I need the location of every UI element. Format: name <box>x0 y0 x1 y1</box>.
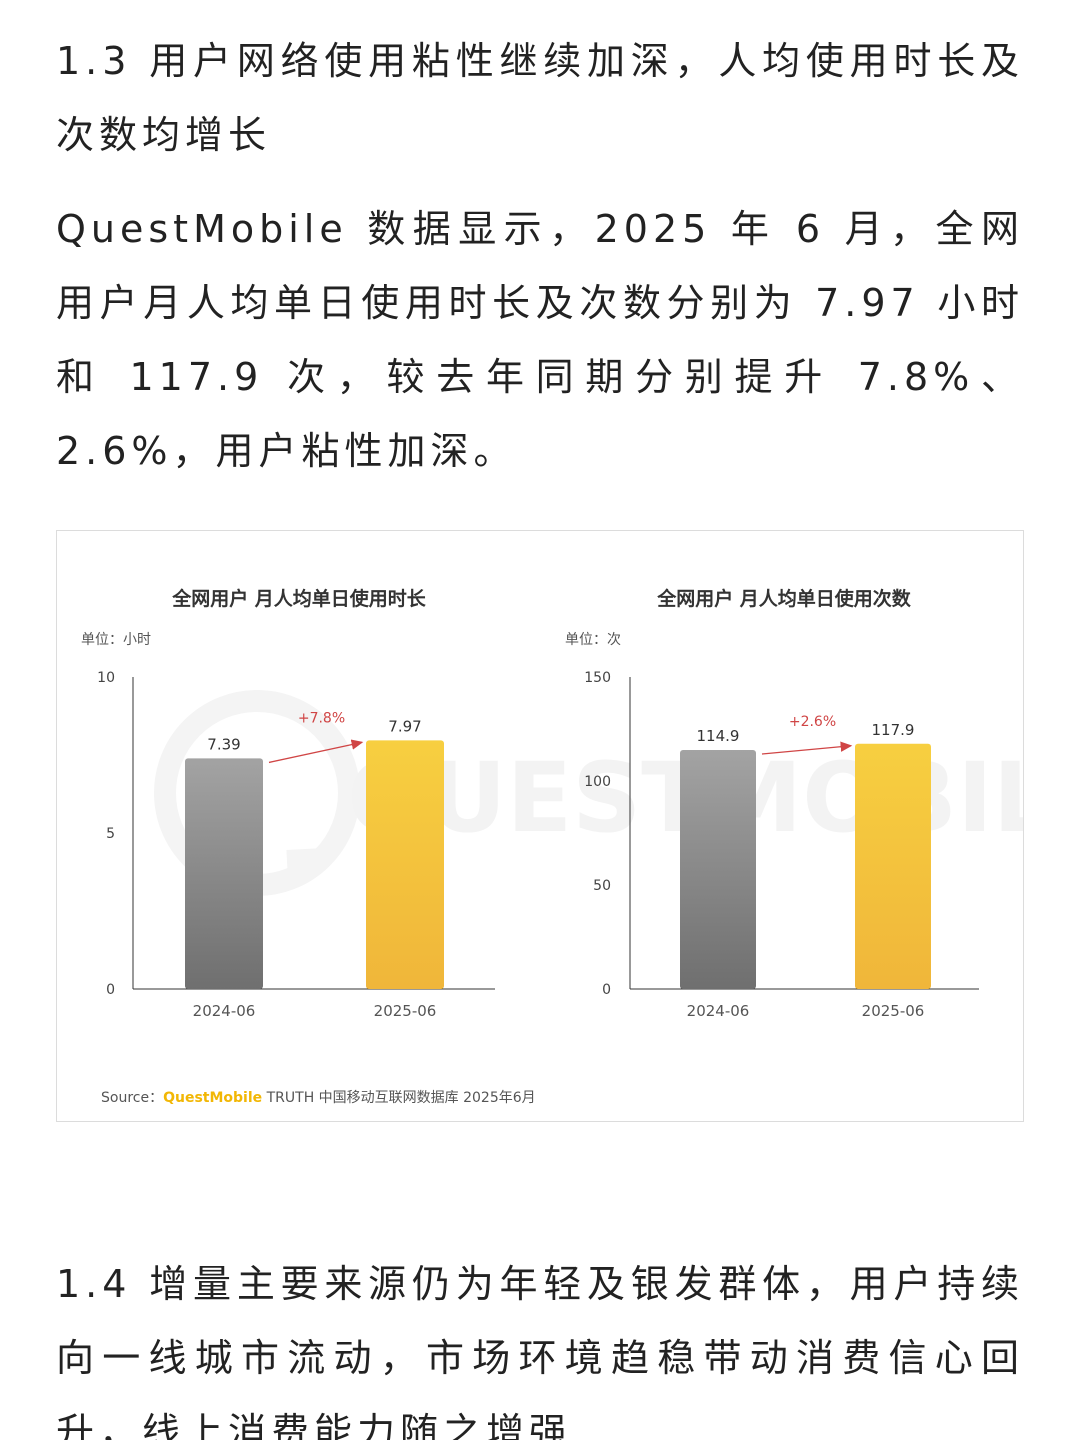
chart-title: 全网用户 月人均单日使用时长 <box>171 587 427 610</box>
section-heading-1-4: 1.4 增量主要来源仍为年轻及银发群体，用户持续向一线城市流动，市场环境趋稳带动… <box>56 1262 1024 1440</box>
source-prefix: Source： <box>101 1090 164 1106</box>
value-label: 114.9 <box>697 727 740 745</box>
bar-2024-06 <box>680 750 756 989</box>
x-tick-label: 2025-06 <box>862 1002 925 1020</box>
chart-svg: QUESTMOBILE 全网用户 月人均单日使用时长单位：小时05107.392… <box>81 587 1023 1020</box>
chart-title: 全网用户 月人均单日使用次数 <box>656 587 912 610</box>
chart-figure: QUESTMOBILE 全网用户 月人均单日使用时长单位：小时05107.392… <box>56 530 1024 1122</box>
y-tick-label: 100 <box>584 774 611 790</box>
source-rest: TRUTH 中国移动互联网数据库 2025年6月 <box>266 1090 536 1106</box>
source-brand: QuestMobile <box>163 1090 263 1106</box>
change-arrow <box>268 739 364 764</box>
unit-label: 单位：次 <box>565 632 621 648</box>
change-label: +2.6% <box>789 714 836 730</box>
y-tick-label: 0 <box>602 982 611 998</box>
bar-2025-06 <box>366 740 444 989</box>
bar-2024-06 <box>185 758 263 989</box>
bar-2025-06 <box>855 743 931 989</box>
y-tick-label: 10 <box>97 670 115 686</box>
y-tick-label: 50 <box>593 878 611 894</box>
unit-label: 单位：小时 <box>81 632 151 648</box>
x-tick-label: 2025-06 <box>374 1002 437 1020</box>
change-label: +7.8% <box>298 710 345 726</box>
source-line: Source：QuestMobile TRUTH 中国移动互联网数据库 2025… <box>101 1087 536 1107</box>
y-tick-label: 5 <box>106 826 115 842</box>
x-tick-label: 2024-06 <box>193 1002 256 1020</box>
value-label: 7.39 <box>207 735 240 753</box>
y-tick-label: 150 <box>584 670 611 686</box>
value-label: 7.97 <box>388 717 421 735</box>
value-label: 117.9 <box>872 721 915 739</box>
body-paragraph: QuestMobile 数据显示，2025 年 6 月，全网用户月人均单日使用时… <box>56 207 1024 473</box>
section-heading-1-3: 1.3 用户网络使用粘性继续加深，人均使用时长及次数均增长 <box>56 39 1024 157</box>
y-tick-label: 0 <box>106 982 115 998</box>
change-arrow <box>761 741 853 755</box>
x-tick-label: 2024-06 <box>687 1002 750 1020</box>
